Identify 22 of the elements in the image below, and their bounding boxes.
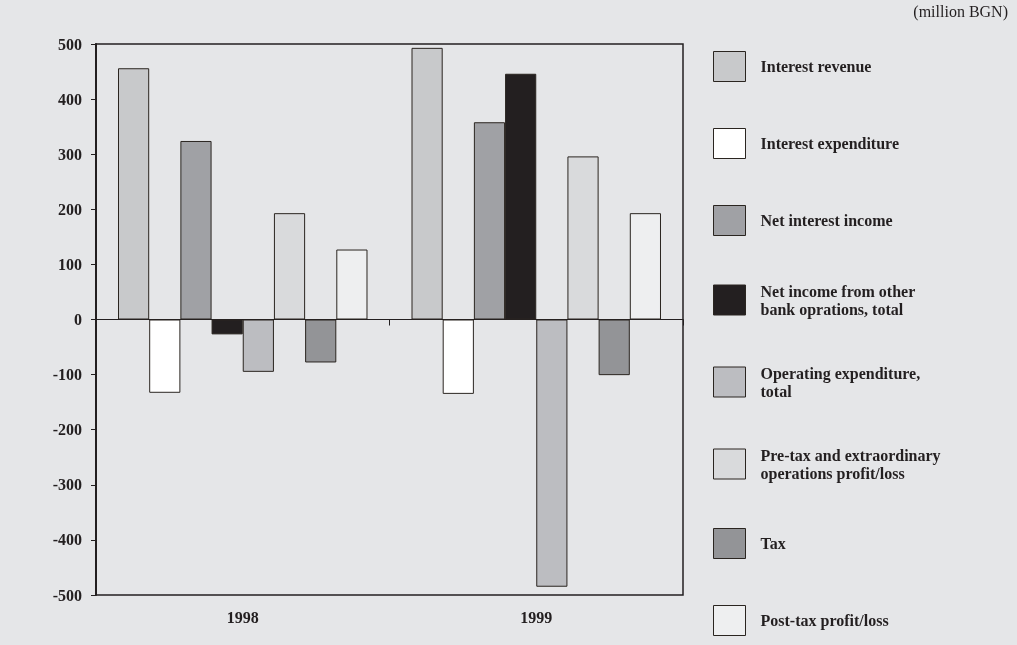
legend-label: Post-tax profit/loss <box>760 612 889 630</box>
y-tick-label: 300 <box>58 145 82 163</box>
y-tick-label: 500 <box>58 35 82 53</box>
legend-label: Pre-tax and extraordinary operations profit/loss <box>760 446 945 483</box>
y-tick-label: -400 <box>52 531 82 549</box>
y-tick-label: 100 <box>58 255 82 273</box>
legend-label: Interest revenue <box>760 58 872 75</box>
y-tick-label: 0 <box>74 311 82 328</box>
legend-label: Net income from other bank oprations, total <box>760 282 919 319</box>
x-tick-label: 1998 <box>226 608 259 626</box>
legend-label: Operating expenditure, total <box>760 364 925 400</box>
y-tick-label: 400 <box>58 90 82 108</box>
legend-label: Net interest income <box>760 212 893 229</box>
legend-label: Interest expenditure <box>760 135 900 153</box>
y-tick-label: -300 <box>52 476 82 494</box>
y-tick-label: -200 <box>52 421 82 439</box>
y-tick-label: 200 <box>58 200 82 218</box>
legend-label: Tax <box>760 535 786 552</box>
text: (million BGN) <box>913 2 1009 21</box>
y-tick-label: -100 <box>52 366 82 384</box>
x-tick-label: 1999 <box>520 608 553 626</box>
y-tick-label: -500 <box>52 586 82 604</box>
